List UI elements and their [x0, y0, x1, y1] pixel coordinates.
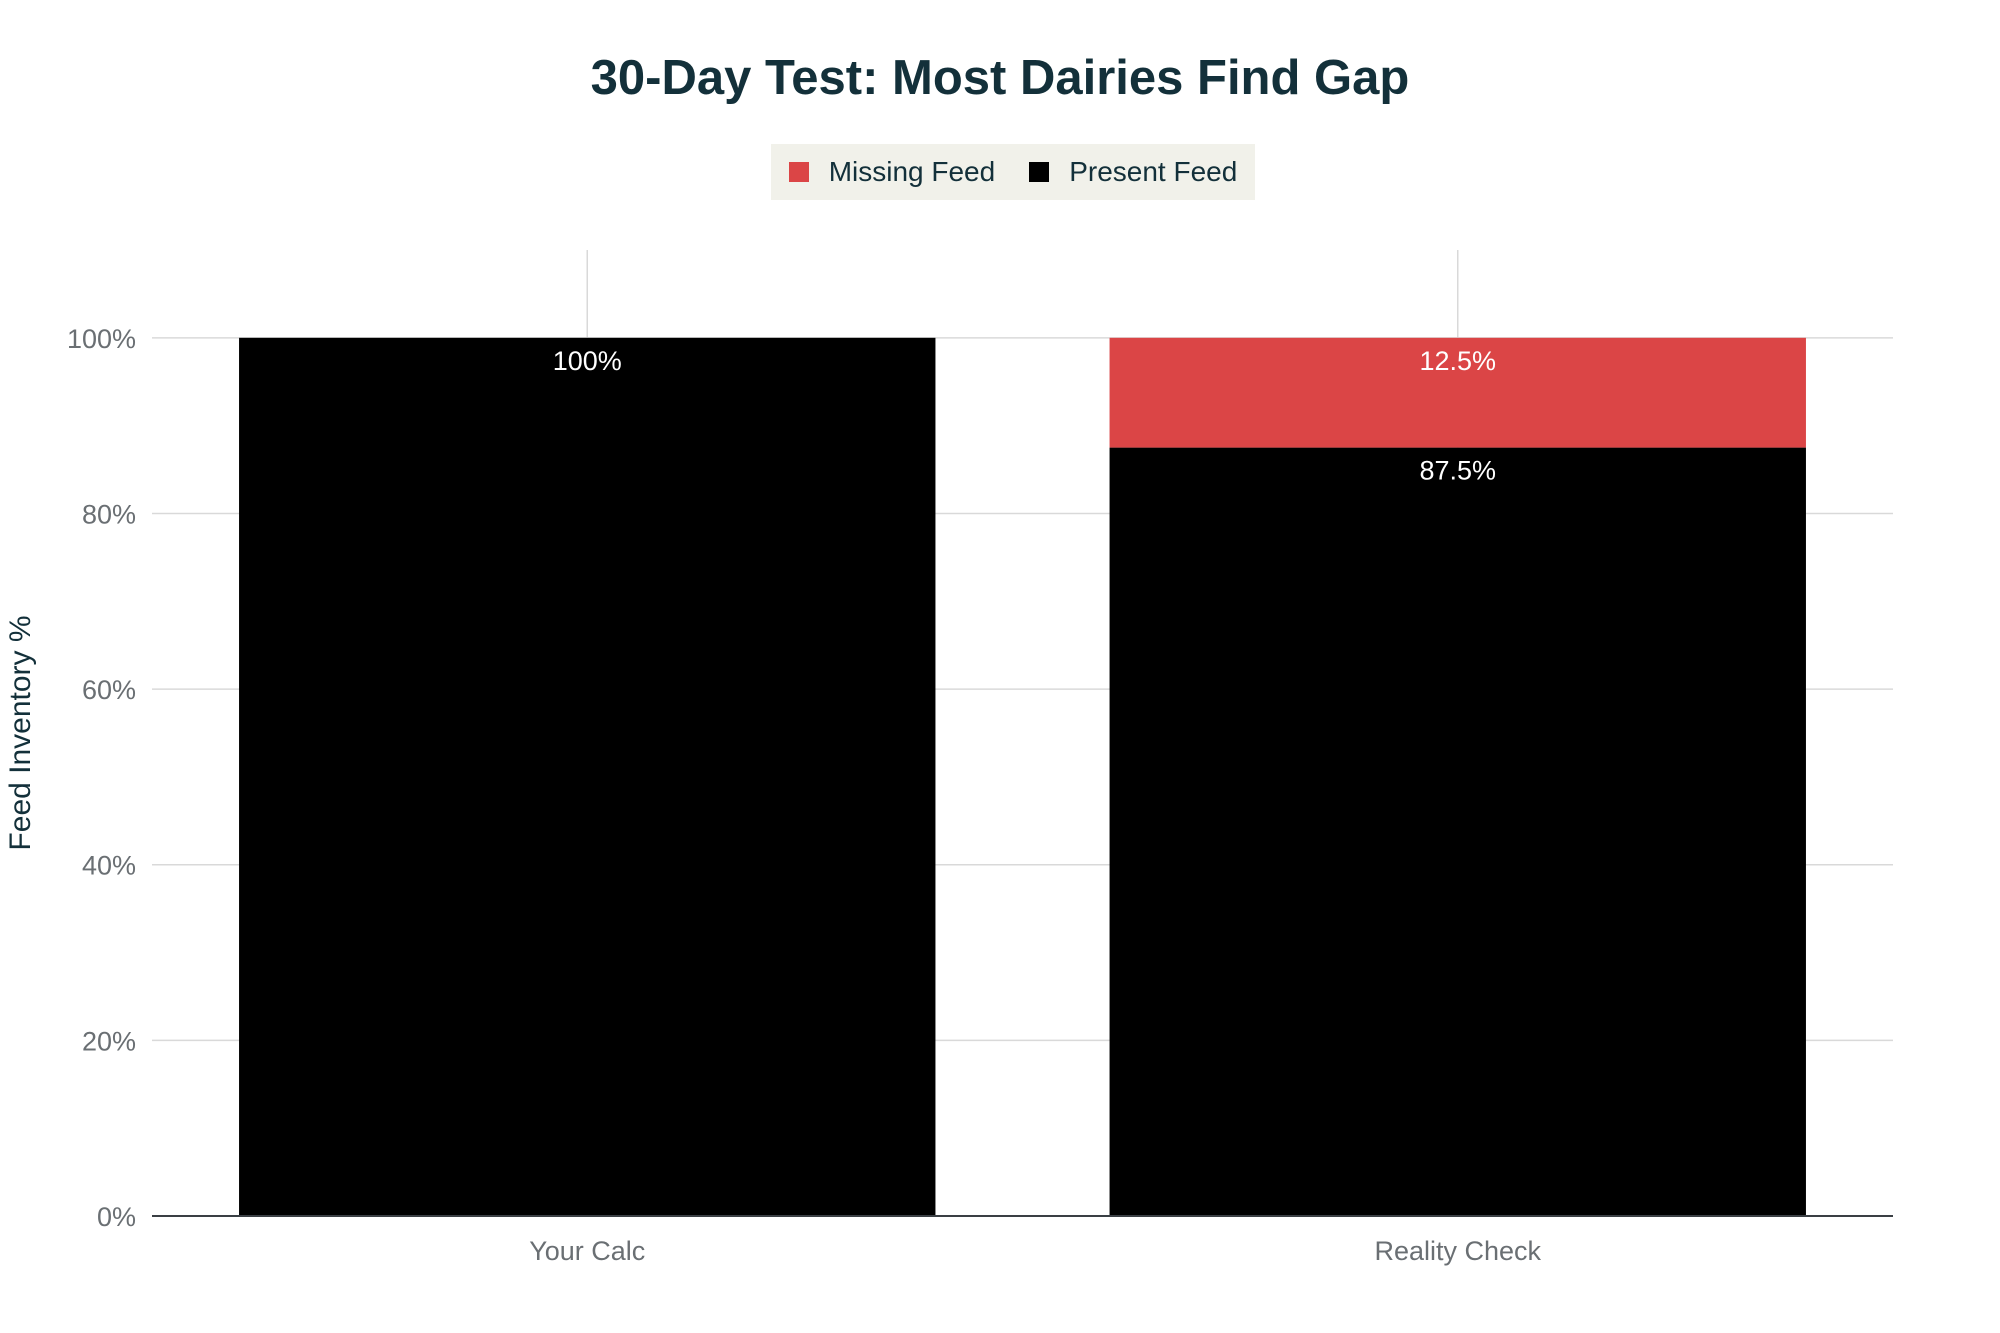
- bar-present-feed: [239, 337, 936, 1216]
- y-tick-label: 100%: [67, 324, 136, 354]
- bar-missing-feed: [1109, 337, 1806, 448]
- chart-title: 30-Day Test: Most Dairies Find Gap: [590, 51, 1410, 105]
- legend-item-missing[interactable]: Missing Feed: [788, 156, 996, 188]
- legend-label-missing: Missing Feed: [828, 156, 996, 187]
- legend-item-present[interactable]: Present Feed: [1029, 156, 1237, 188]
- y-tick-label: 60%: [82, 675, 136, 705]
- y-tick-label: 0%: [97, 1202, 136, 1232]
- data-label: 12.5%: [1419, 346, 1496, 376]
- legend-swatch-present: [1029, 162, 1050, 182]
- legend-swatch-missing: [788, 162, 809, 182]
- x-tick-label: Your Calc: [529, 1236, 645, 1266]
- legend: Missing Feed Present Feed: [771, 144, 1255, 200]
- y-tick-label: 40%: [82, 851, 136, 881]
- data-label: 100%: [553, 346, 622, 376]
- bar-present-feed: [1109, 447, 1806, 1216]
- y-tick-label: 20%: [82, 1026, 136, 1056]
- data-label: 87.5%: [1419, 456, 1496, 486]
- x-tick-label: Reality Check: [1374, 1236, 1541, 1266]
- legend-label-present: Present Feed: [1069, 156, 1238, 187]
- y-tick-label: 80%: [82, 499, 136, 529]
- y-axis-title: Feed Inventory %: [4, 615, 37, 850]
